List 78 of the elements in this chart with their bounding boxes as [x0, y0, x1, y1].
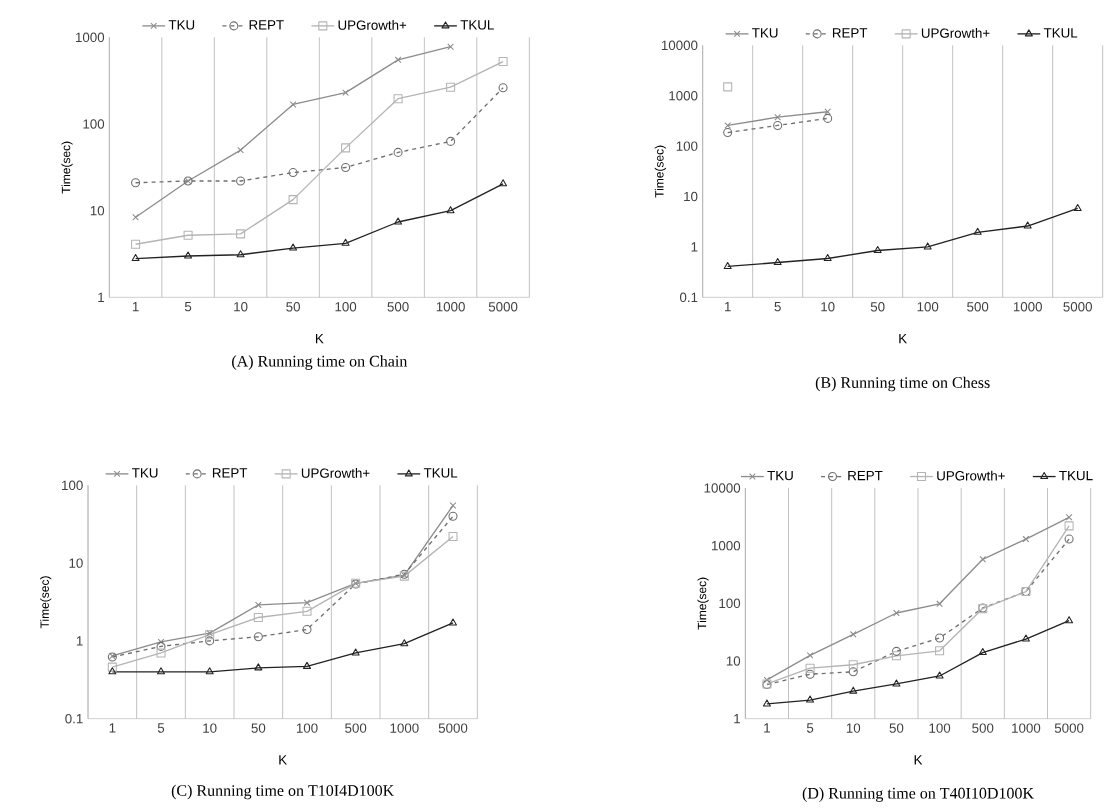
y-tick-label: 1000: [75, 32, 105, 42]
x-axis-title: K: [914, 755, 923, 765]
x-tick-label: 100: [296, 723, 318, 733]
x-tick-label: 1: [764, 723, 770, 733]
x-tick-label: 50: [286, 301, 300, 312]
x-axis-title: K: [899, 333, 907, 344]
y-tick-label: 0.1: [65, 713, 83, 724]
x-axis-title: K: [279, 755, 287, 765]
y-tick-label: 100: [676, 141, 698, 151]
y-tick-label: 10: [69, 558, 83, 568]
x-tick-label: 5: [774, 301, 781, 312]
legend-label: TKU: [168, 20, 195, 30]
y-tick-label: 1: [76, 636, 83, 646]
x-tick-label: 5: [806, 723, 814, 733]
x-tick-label: 5: [184, 301, 192, 312]
y-tick-label: 100: [62, 480, 83, 490]
x-tick-label: 100: [917, 301, 939, 312]
legend-label: TKUL: [1059, 470, 1093, 481]
y-tick-label: 10000: [661, 40, 698, 50]
legend-label: REPT: [848, 470, 883, 480]
x-axis-title: K: [315, 333, 324, 344]
x-tick-label: 1000: [436, 301, 465, 312]
x-tick-label: 50: [251, 723, 266, 733]
legend-label: UPGrowth+: [921, 27, 990, 38]
x-tick-label: 5000: [1054, 723, 1084, 733]
x-tick-label: 5: [157, 723, 165, 733]
x-tick-label: 10: [234, 301, 248, 312]
y-tick-label: 100: [719, 598, 741, 608]
x-tick-label: 1: [109, 723, 116, 733]
y-tick-label: 1: [691, 242, 698, 252]
x-tick-label: 500: [387, 301, 409, 312]
y-tick-label: 10000: [704, 483, 741, 493]
y-tick-label: 100: [83, 119, 105, 129]
x-tick-label: 10: [846, 723, 861, 733]
x-tick-label: 1000: [390, 723, 419, 733]
x-tick-label: 5000: [438, 723, 468, 733]
x-tick-label: 50: [870, 301, 885, 312]
x-tick-label: 500: [345, 723, 367, 733]
x-tick-label: 500: [967, 301, 989, 312]
legend-label: REPT: [212, 468, 248, 478]
y-tick-label: 1000: [712, 540, 741, 551]
legend-label: TKU: [132, 468, 158, 478]
legend-label: UPGrowth+: [338, 19, 407, 30]
legend-label: TKU: [767, 470, 793, 481]
y-axis-title: Time(sec): [654, 145, 666, 198]
y-tick-label: 10: [90, 205, 105, 216]
y-axis-title: Time(sec): [61, 141, 73, 194]
y-tick-label: 0.1: [679, 292, 698, 302]
x-tick-label: 5000: [488, 301, 518, 312]
text: (B) Running time on Chess: [815, 376, 990, 392]
y-axis-title: Time(sec): [697, 577, 709, 630]
legend-label: REPT: [832, 28, 868, 38]
text: (A) Running time on Chain: [232, 355, 408, 370]
y-tick-label: 10: [726, 656, 741, 666]
text: (C) Running time on T10I4D100K: [171, 784, 395, 800]
y-tick-label: 1: [734, 713, 740, 724]
x-tick-label: 1: [132, 301, 139, 312]
x-tick-label: 50: [889, 723, 904, 733]
x-tick-label: 5000: [1063, 301, 1092, 312]
y-axis-title: Time(sec): [40, 576, 52, 629]
legend-label: TKUL: [423, 468, 458, 478]
y-tick-label: 10: [684, 191, 698, 202]
x-tick-label: 10: [203, 723, 217, 733]
x-tick-label: 100: [929, 723, 951, 733]
legend-label: REPT: [249, 20, 284, 30]
legend-label: TKU: [752, 28, 778, 38]
legend-label: UPGrowth+: [937, 470, 1005, 481]
x-tick-label: 100: [335, 301, 357, 312]
y-tick-label: 1: [98, 292, 104, 302]
x-tick-label: 10: [821, 301, 835, 312]
x-tick-label: 500: [972, 723, 994, 733]
x-tick-label: 1000: [1012, 723, 1041, 733]
text: (D) Running time on T40I10D100K: [802, 787, 1034, 802]
legend-label: TKUL: [460, 20, 494, 30]
y-tick-label: 1000: [669, 90, 698, 101]
legend-label: TKUL: [1043, 28, 1078, 38]
x-tick-label: 1000: [1013, 301, 1042, 312]
legend-label: UPGrowth+: [301, 467, 370, 478]
